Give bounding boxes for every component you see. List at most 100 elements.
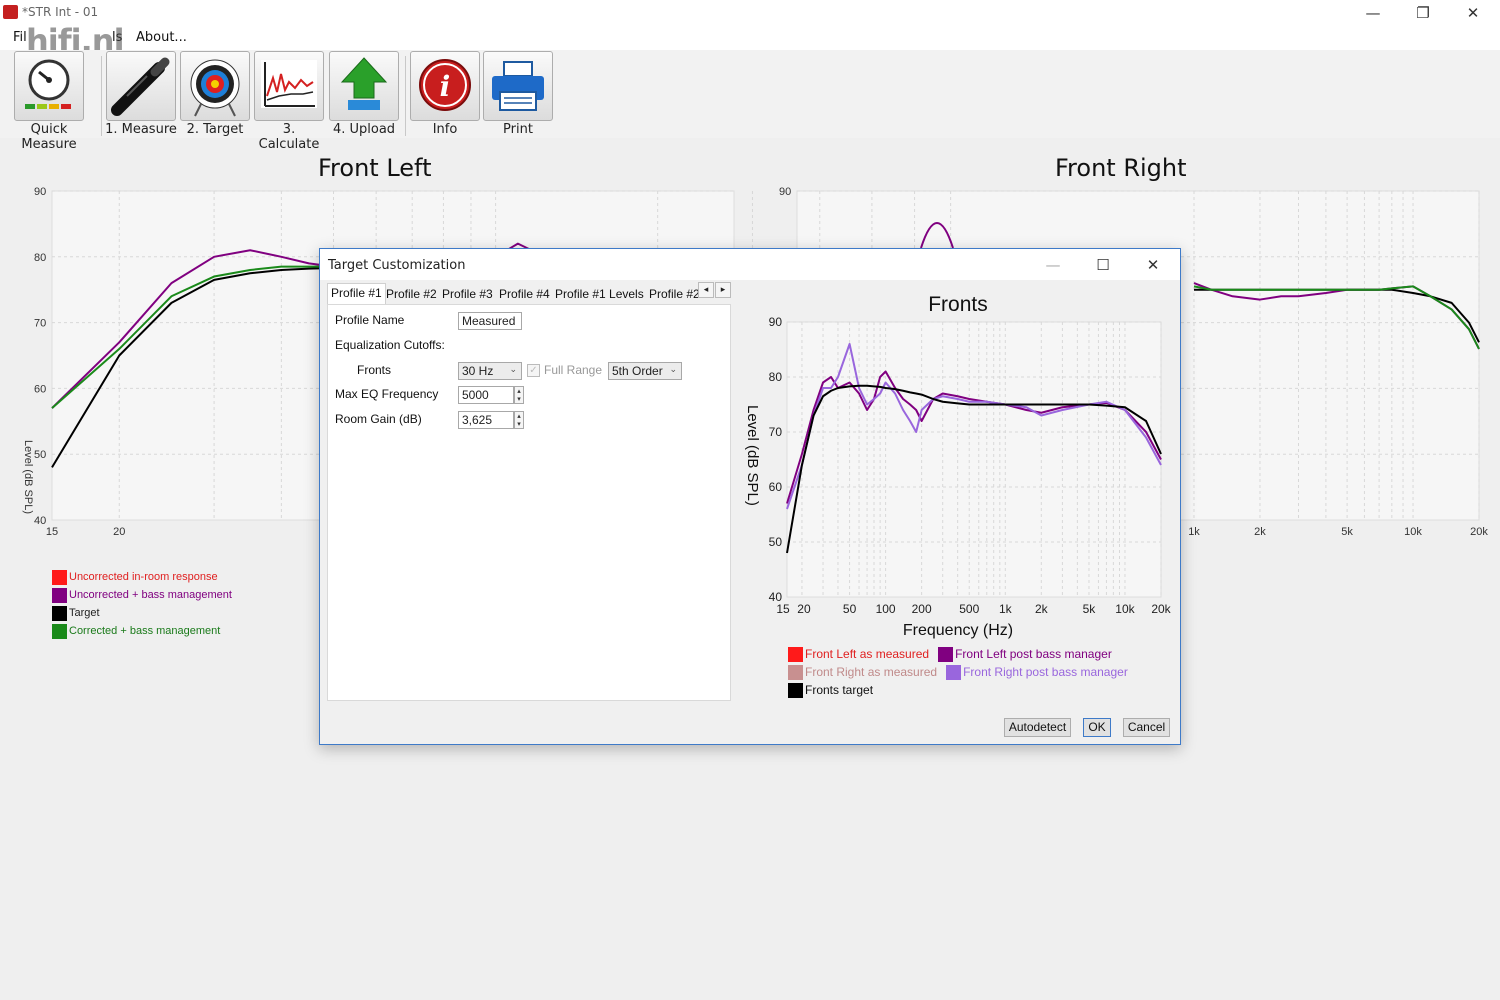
fronts-y-axis-label: Level (dB SPL) <box>744 405 761 506</box>
y-tick-label: 60 <box>769 480 783 494</box>
front-left-y-axis-label: Level (dB SPL) <box>22 440 34 514</box>
tab-profile-3[interactable]: Profile #3 <box>442 287 493 301</box>
toolbar-separator <box>101 56 102 136</box>
room-gain-spinner[interactable]: ▴ ▾ <box>514 411 524 429</box>
legend-label: Front Left post bass manager <box>955 647 1112 661</box>
legend-swatch <box>946 664 962 680</box>
target-customization-dialog: Target Customization — ☐ ✕ Profile #1 Pr… <box>319 248 1181 745</box>
fronts-cutoff-value: 30 Hz <box>462 364 494 378</box>
menu-bar <box>0 25 1500 50</box>
x-tick-label: 2k <box>1254 526 1266 538</box>
tab-scroll-left-button[interactable]: ◂ <box>698 282 714 298</box>
y-tick-label: 40 <box>769 590 783 604</box>
target-icon <box>190 59 240 117</box>
profile-name-label: Profile Name <box>335 313 405 327</box>
tab-profile-1-levels[interactable]: Profile #1 Levels <box>555 287 644 301</box>
fronts-legend: Front Left as measured Front Left post b… <box>788 645 1128 699</box>
y-tick-label: 70 <box>769 425 783 439</box>
toolbar-separator <box>405 56 406 136</box>
close-button[interactable]: ✕ <box>1466 3 1480 22</box>
dialog-titlebar <box>320 249 1180 280</box>
legend-entry: Corrected + bass management <box>52 622 232 640</box>
profile-name-input[interactable]: Measured <box>458 312 522 330</box>
dialog-minimize-button[interactable]: — <box>1045 256 1061 274</box>
gauge-icon <box>25 59 71 109</box>
main-legend: Uncorrected in-room response Uncorrected… <box>52 568 232 640</box>
cancel-button[interactable]: Cancel <box>1123 718 1170 737</box>
tab-scroll-right-button[interactable]: ▸ <box>715 282 731 298</box>
measure-button[interactable] <box>106 51 176 121</box>
legend-row: Front Right as measured Front Right post… <box>788 663 1128 681</box>
legend-label: Fronts target <box>805 683 874 697</box>
toolbar <box>0 50 1500 138</box>
upload-label: 4. Upload <box>332 122 396 137</box>
legend-label: Front Right post bass manager <box>963 665 1128 679</box>
legend-label: Corrected + bass management <box>69 625 221 637</box>
quick-measure-label: Quick Measure <box>21 122 77 152</box>
y-tick-label: 90 <box>779 186 791 198</box>
tab-profile-2-levels[interactable]: Profile #2 <box>649 287 698 301</box>
menu-tools[interactable]: ls <box>112 30 123 45</box>
legend-label: Target <box>69 607 100 619</box>
filter-order-value: 5th Order <box>612 364 663 378</box>
target-button[interactable] <box>180 51 250 121</box>
series-line <box>920 222 954 249</box>
legend-swatch <box>788 664 803 680</box>
fronts-chart-title: Fronts <box>928 293 988 316</box>
legend-swatch <box>52 587 67 603</box>
filter-order-select[interactable]: 5th Order ⌄ <box>608 362 682 380</box>
max-eq-frequency-input[interactable]: 5000 <box>458 386 514 404</box>
legend-label: Front Left as measured <box>805 647 930 661</box>
legend-label: Front Right as measured <box>805 665 938 679</box>
x-tick-label: 10k <box>1404 526 1422 538</box>
x-tick-label: 2k <box>1035 602 1049 616</box>
dialog-title: Target Customization <box>328 258 466 273</box>
quick-measure-button[interactable] <box>14 51 84 121</box>
max-eq-frequency-spinner[interactable]: ▴ ▾ <box>514 386 524 404</box>
full-range-checkbox[interactable]: ✓ <box>527 364 540 377</box>
tab-profile-4[interactable]: Profile #4 <box>499 287 550 301</box>
legend-label: Uncorrected in-room response <box>69 571 218 583</box>
room-gain-input[interactable]: 3,625 <box>458 411 514 429</box>
x-tick-label: 20k <box>1151 602 1171 616</box>
x-tick-label: 50 <box>843 602 857 616</box>
restore-button[interactable]: ❐ <box>1416 3 1430 22</box>
menu-file[interactable]: Fil <box>13 30 27 45</box>
calculate-button[interactable] <box>254 51 324 121</box>
measure-label: 1. Measure <box>105 122 177 137</box>
print-button[interactable] <box>483 51 553 121</box>
menu-about[interactable]: About... <box>136 30 187 45</box>
fronts-cutoff-select[interactable]: 30 Hz ⌄ <box>458 362 522 380</box>
ok-button[interactable]: OK <box>1083 718 1111 737</box>
eq-cutoffs-label: Equalization Cutoffs: <box>335 338 445 352</box>
dialog-close-button[interactable]: ✕ <box>1146 256 1160 274</box>
x-tick-label: 5k <box>1341 526 1353 538</box>
minimize-button[interactable]: — <box>1365 3 1381 22</box>
target-label: 2. Target <box>186 122 244 137</box>
y-tick-label: 50 <box>769 535 783 549</box>
series-line <box>1193 285 1480 350</box>
y-tick-label: 40 <box>34 515 46 527</box>
info-button[interactable]: i <box>410 51 480 121</box>
dialog-maximize-button[interactable]: ☐ <box>1096 256 1110 274</box>
legend-entry: Uncorrected + bass management <box>52 586 232 604</box>
tab-profile-1[interactable]: Profile #1 <box>327 283 386 304</box>
x-tick-label: 10k <box>1115 602 1135 616</box>
chevron-down-icon: ⌄ <box>669 364 677 374</box>
x-tick-label: 20k <box>1470 526 1488 538</box>
calculate-label: 3. Calculate <box>258 122 320 152</box>
autodetect-button[interactable]: Autodetect <box>1004 718 1071 737</box>
y-tick-label: 80 <box>34 252 46 264</box>
tab-profile-2[interactable]: Profile #2 <box>386 287 437 301</box>
legend-entry: Uncorrected in-room response <box>52 568 232 586</box>
y-tick-label: 90 <box>34 186 46 198</box>
legend-swatch <box>52 569 67 585</box>
upload-arrow-icon <box>340 57 388 110</box>
upload-button[interactable] <box>329 51 399 121</box>
x-tick-label: 20 <box>113 526 125 538</box>
legend-row: Front Left as measured Front Left post b… <box>788 645 1128 663</box>
profile-tab-panel: Profile Name Measured Equalization Cutof… <box>327 304 731 701</box>
info-icon: i <box>419 59 471 111</box>
x-tick-label: 15 <box>776 602 790 616</box>
